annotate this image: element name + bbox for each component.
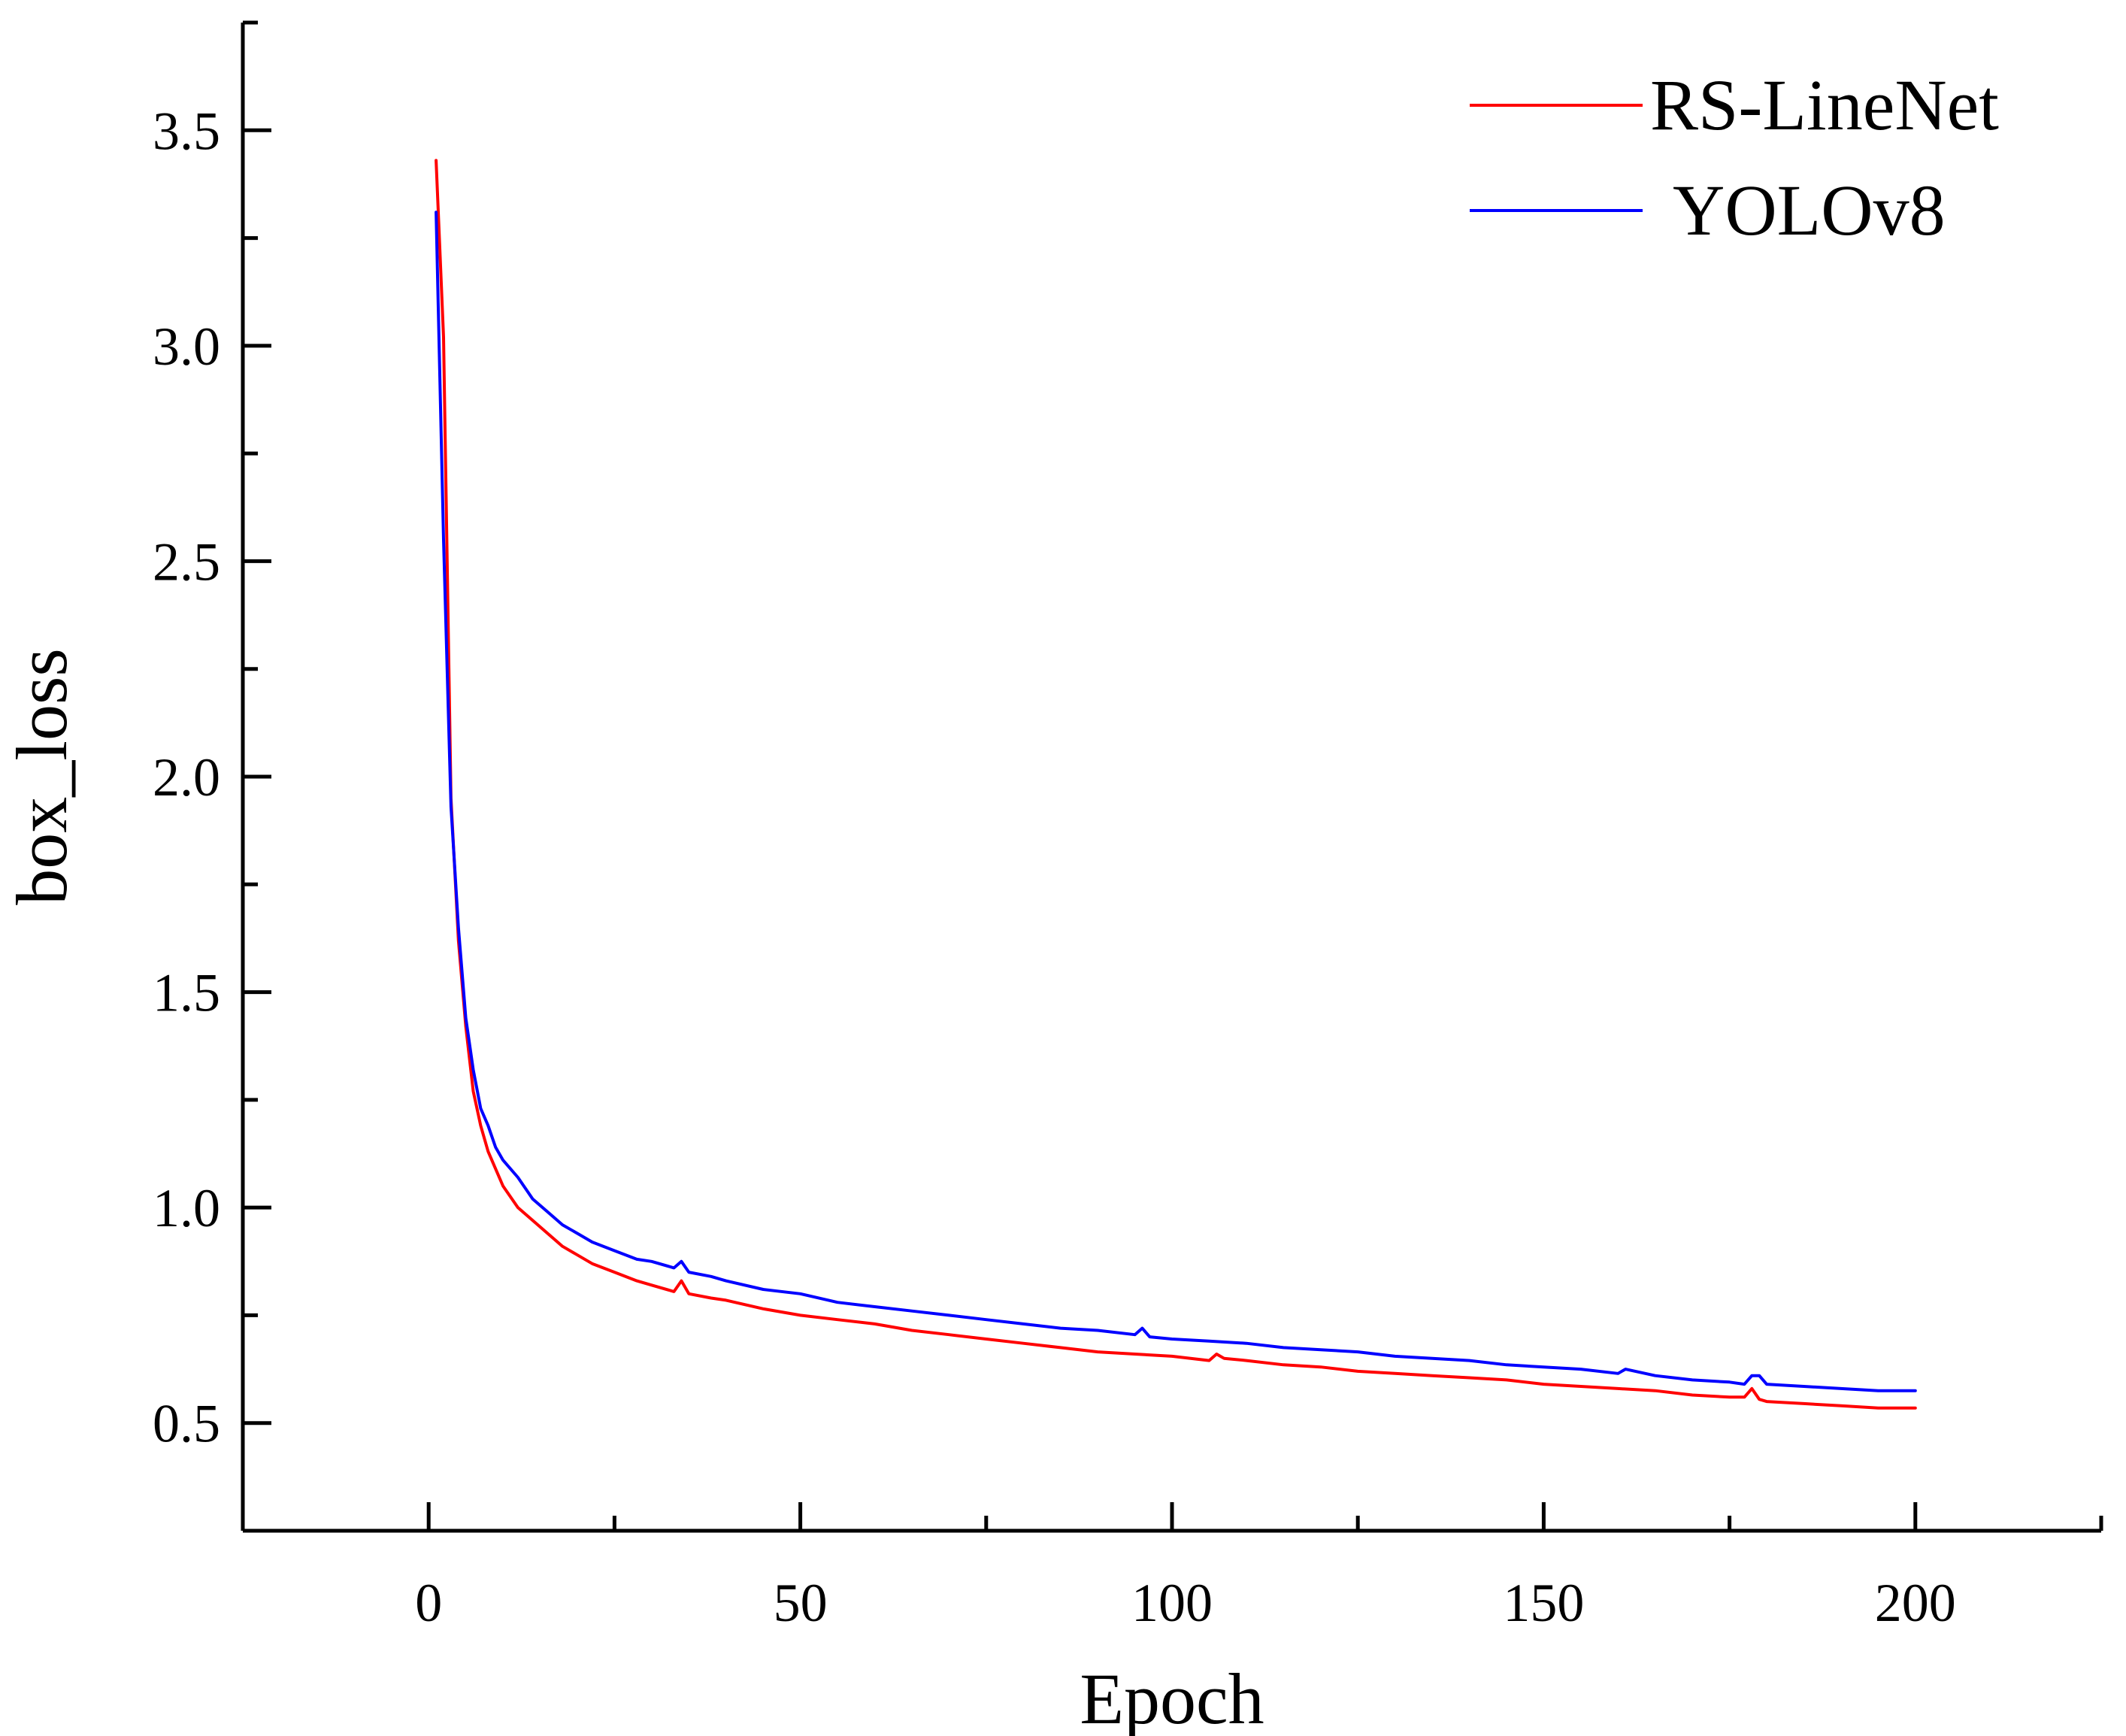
y-tick-label: 1.0 (153, 1178, 220, 1238)
y-tick-label: 0.5 (153, 1394, 220, 1454)
y-ticks: 0.5 1.0 1.5 2.0 2.5 3.0 3.5 (153, 20, 271, 1533)
y-tick-label: 3.0 (153, 317, 220, 377)
plot-area: 0 50 100 150 200 0.5 1.0 1.5 2.0 2.5 3.0 3.5 (153, 20, 2103, 1633)
x-ticks: 0 50 100 150 200 (241, 1502, 2103, 1633)
y-tick-label: 2.0 (153, 747, 220, 807)
x-tick-label: 0 (415, 1573, 442, 1633)
series-layer (435, 159, 1917, 1410)
y-tick-label: 3.5 (153, 101, 220, 161)
series-line-yolov8 (435, 211, 1917, 1392)
series-line-rs-linenet (435, 159, 1917, 1410)
x-tick-label: 150 (1503, 1573, 1584, 1633)
legend: RS-LineNet YOLOv8 (1470, 65, 1999, 250)
y-tick-label: 1.5 (153, 963, 220, 1023)
legend-label: YOLOv8 (1673, 170, 1946, 250)
y-axis-title: box_loss (2, 648, 82, 904)
x-tick-label: 200 (1875, 1573, 1956, 1633)
x-tick-label: 50 (774, 1573, 828, 1633)
legend-label: RS-LineNet (1650, 65, 1999, 145)
y-tick-label: 2.5 (153, 532, 220, 592)
x-axis-title: Epoch (1080, 1659, 1264, 1736)
x-tick-label: 100 (1131, 1573, 1213, 1633)
